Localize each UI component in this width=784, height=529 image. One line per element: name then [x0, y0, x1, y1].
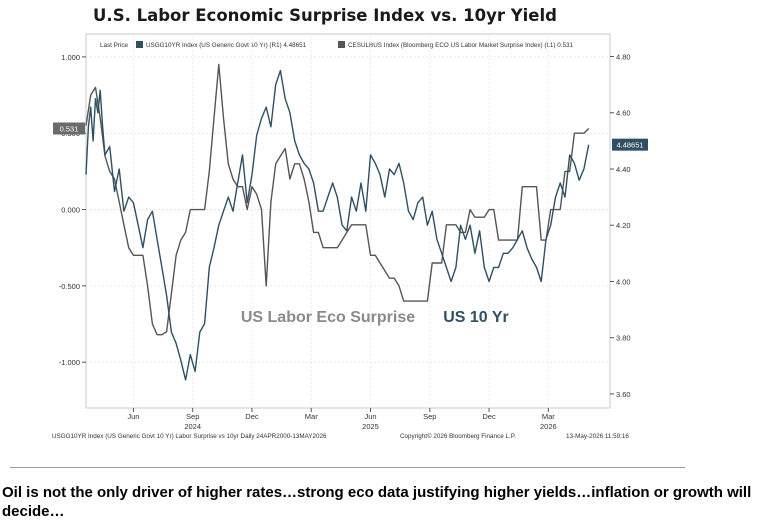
- x-tick-label: Dec: [245, 412, 259, 421]
- x-tick-label: Jun: [364, 412, 376, 421]
- chart-series: [85, 63, 590, 381]
- labor-surprise-line: [85, 63, 590, 336]
- chart-labels: 1.0000.5000.000-0.500-1.0004.804.604.404…: [52, 52, 648, 440]
- legend-swatch-yield: [136, 41, 143, 48]
- footer-center: Copyright© 2026 Bloomberg Finance L.P.: [400, 432, 516, 440]
- legend-entry-surprise: CESULBUS Index (Bloomberg ECO US Labor M…: [348, 42, 574, 49]
- right-tick-label: 4.40: [616, 165, 631, 174]
- right-tick-label: 4.60: [616, 109, 631, 118]
- annotation-labor-surprise: US Labor Eco Surprise: [241, 309, 415, 326]
- right-tick-label: 4.00: [616, 277, 631, 286]
- legend-lead: Last Price: [100, 42, 128, 49]
- right-tick-label: 4.20: [616, 221, 631, 230]
- left-tick-label: 0.000: [61, 206, 80, 215]
- right-tick-label: 4.80: [616, 52, 631, 61]
- x-year-label: 2026: [540, 422, 557, 431]
- chart-axes: [82, 34, 614, 412]
- commentary-caption: Oil is not the only driver of higher rat…: [2, 484, 752, 520]
- annotation-ten-year: US 10 Yr: [443, 309, 509, 326]
- last-value-tag-right: [612, 138, 648, 151]
- x-tick-label: Sep: [186, 412, 199, 421]
- x-tick-label: Dec: [482, 412, 496, 421]
- x-year-label: 2025: [362, 422, 379, 431]
- left-tick-label: -0.500: [59, 282, 80, 291]
- footer-right: 13-May-2026 11:59:16: [566, 433, 629, 440]
- x-tick-label: Mar: [542, 412, 555, 421]
- x-tick-label: Sep: [423, 412, 436, 421]
- footer-left: USGG10YR Index (US Generic Govt 10 Yr) L…: [52, 433, 327, 440]
- x-tick-label: Mar: [305, 412, 318, 421]
- legend-swatch-surprise: [338, 41, 345, 48]
- x-year-label: 2024: [184, 422, 201, 431]
- x-tick-label: Jun: [127, 412, 139, 421]
- left-tick-label: -1.000: [59, 358, 80, 367]
- divider: [10, 467, 685, 468]
- chart-legend: Last Price USGG10YR Index (US Generic Gov…: [100, 41, 574, 49]
- last-value-label-left: 0.531: [60, 124, 79, 133]
- chart-area: Last Price USGG10YR Index (US Generic Gov…: [52, 33, 648, 440]
- last-value-label-right: 4.48651: [616, 141, 643, 150]
- chart-title: U.S. Labor Economic Surprise Index vs. 1…: [93, 6, 557, 25]
- ten-year-yield-line: [85, 69, 590, 381]
- right-tick-label: 3.60: [616, 390, 631, 399]
- right-tick-label: 3.80: [616, 334, 631, 343]
- legend-entry-yield: USGG10YR Index (US Generic Govt 10 Yr) (…: [146, 42, 307, 49]
- last-value-tag-left: [53, 122, 85, 135]
- left-tick-label: 1.000: [61, 53, 80, 62]
